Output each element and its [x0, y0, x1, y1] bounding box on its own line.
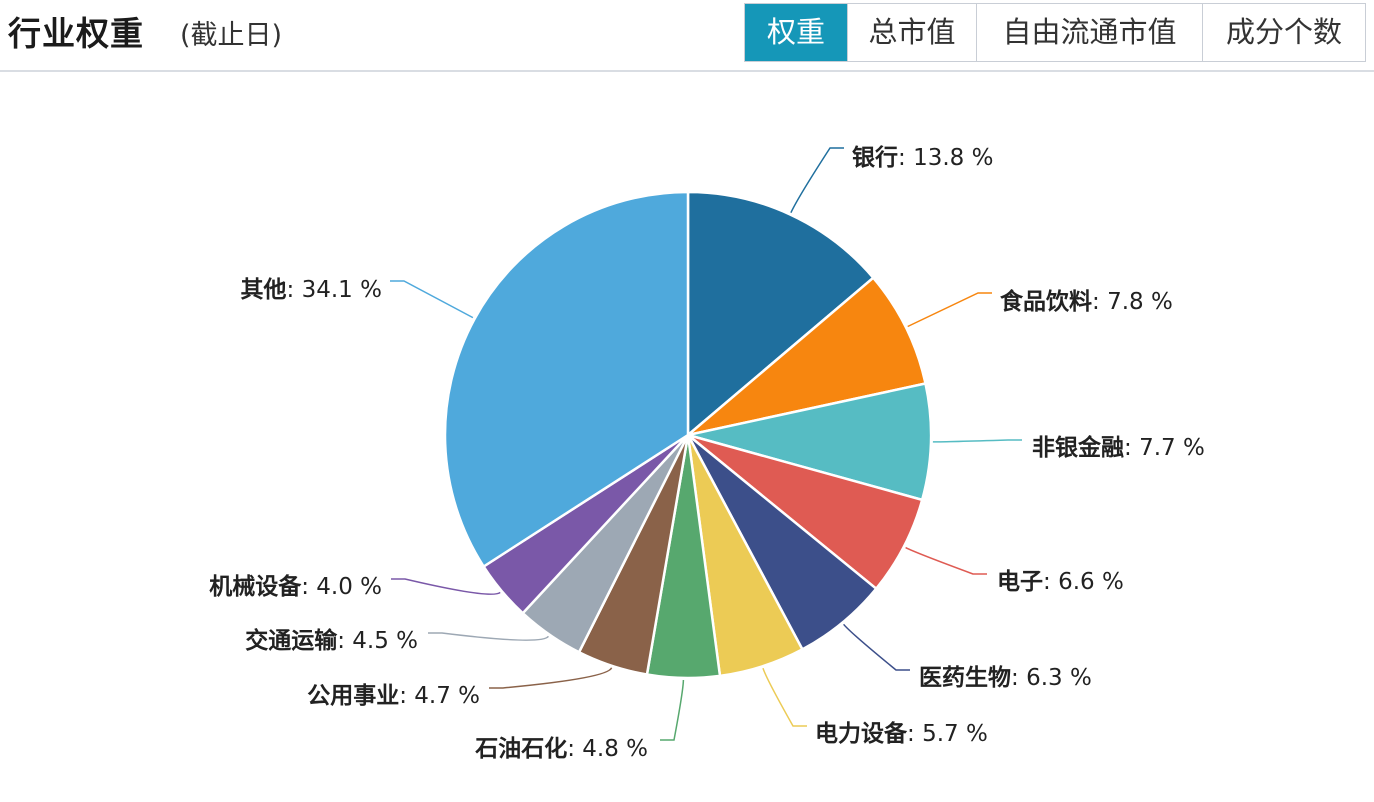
pie-slices: [443, 190, 933, 680]
slice-label-value: 4.7 %: [414, 683, 480, 709]
tab-constituent-count[interactable]: 成分个数: [1202, 4, 1365, 61]
slice-label-name: 食品饮料: [1000, 288, 1092, 315]
chart-area: 银行: 13.8 % 食品饮料: 7.8 % 非银金融: 7.7 % 电子: 6.6 …: [0, 74, 1374, 798]
slice-label-7: 石油石化: 4.8 %: [474, 735, 648, 762]
slice-label-name: 医药生物: [919, 664, 1011, 691]
slice-label-8: 公用事业: 4.7 %: [307, 683, 480, 709]
slice-label-name: 电力设备: [815, 720, 908, 747]
pie-slice-3[interactable]: [687, 381, 933, 502]
pie-slice-11[interactable]: [443, 190, 690, 569]
leader-line-9: [428, 632, 550, 641]
slice-label-name: 交通运输: [245, 627, 338, 654]
slice-label-value: 5.7 %: [922, 721, 988, 747]
slice-label-separator: :: [1124, 435, 1139, 461]
slice-label-name: 机械设备: [209, 573, 302, 600]
slice-label-value: 4.8 %: [582, 736, 648, 762]
slice-label-separator: :: [1011, 665, 1026, 691]
leader-line-11: [390, 280, 474, 319]
slice-label-separator: :: [567, 736, 582, 762]
tab-total-market-cap[interactable]: 总市值: [847, 4, 976, 61]
slice-label-value: 13.8 %: [913, 145, 993, 171]
date-subtitle: (截止日): [180, 20, 283, 51]
leader-line-6: [762, 667, 807, 727]
slice-label-value: 6.3 %: [1026, 665, 1092, 691]
slice-label-3: 非银金融: 7.7 %: [1032, 434, 1205, 461]
slice-label-name: 其他: [241, 277, 287, 303]
leader-line-7: [660, 679, 685, 741]
slice-label-10: 机械设备: 4.0 %: [209, 573, 382, 600]
slice-label-name: 石油石化: [474, 735, 567, 762]
pie-leader-lines: [390, 147, 1022, 741]
slice-label-6: 电力设备: 5.7 %: [815, 720, 988, 747]
leader-line-3: [932, 439, 1022, 443]
slice-label-name: 电子: [997, 569, 1043, 595]
leader-line-2: [907, 292, 992, 328]
slice-label-9: 交通运输: 4.5 %: [245, 627, 418, 654]
slice-label-separator: :: [301, 574, 316, 600]
tab-weight[interactable]: 权重: [745, 4, 847, 61]
metric-tab-group: 权重 总市值 自由流通市值 成分个数: [744, 3, 1366, 62]
slice-label-name: 公用事业: [307, 683, 399, 709]
slice-label-5: 医药生物: 6.3 %: [919, 664, 1092, 691]
slice-label-name: 非银金融: [1032, 434, 1124, 461]
pie-slice-1[interactable]: [686, 190, 876, 438]
leader-line-10: [391, 578, 501, 595]
slice-label-4: 电子: 6.6 %: [997, 569, 1124, 595]
page-title: 行业权重: [8, 14, 144, 53]
slice-label-separator: :: [898, 145, 913, 171]
slice-label-separator: :: [399, 683, 414, 709]
slice-label-separator: :: [907, 721, 922, 747]
industry-weight-pie-chart: 银行: 13.8 % 食品饮料: 7.8 % 非银金融: 7.7 % 电子: 6.6 …: [209, 144, 1205, 762]
pie-labels: 银行: 13.8 % 食品饮料: 7.8 % 非银金融: 7.7 % 电子: 6.6 …: [209, 144, 1205, 762]
slice-label-separator: :: [1092, 289, 1107, 315]
slice-label-11: 其他: 34.1 %: [241, 277, 382, 303]
slice-label-value: 6.6 %: [1058, 569, 1124, 595]
slice-label-value: 4.5 %: [352, 628, 418, 654]
leader-line-1: [790, 147, 844, 214]
slice-label-2: 食品饮料: 7.8 %: [1000, 288, 1173, 315]
slice-label-name: 银行: [852, 144, 898, 171]
slice-label-separator: :: [337, 628, 352, 654]
slice-label-separator: :: [1043, 569, 1058, 595]
header-bar: 行业权重 (截止日) 权重 总市值 自由流通市值 成分个数: [0, 0, 1374, 72]
slice-label-value: 34.1 %: [302, 277, 382, 303]
leader-line-8: [489, 667, 613, 689]
slice-label-value: 4.0 %: [316, 574, 382, 600]
slice-label-separator: :: [287, 277, 302, 303]
leader-line-4: [905, 546, 987, 575]
slice-label-1: 银行: 13.8 %: [852, 144, 993, 171]
tab-free-float-market-cap[interactable]: 自由流通市值: [976, 4, 1202, 61]
leader-line-5: [843, 623, 910, 671]
slice-label-value: 7.7 %: [1139, 435, 1205, 461]
slice-label-value: 7.8 %: [1107, 289, 1173, 315]
